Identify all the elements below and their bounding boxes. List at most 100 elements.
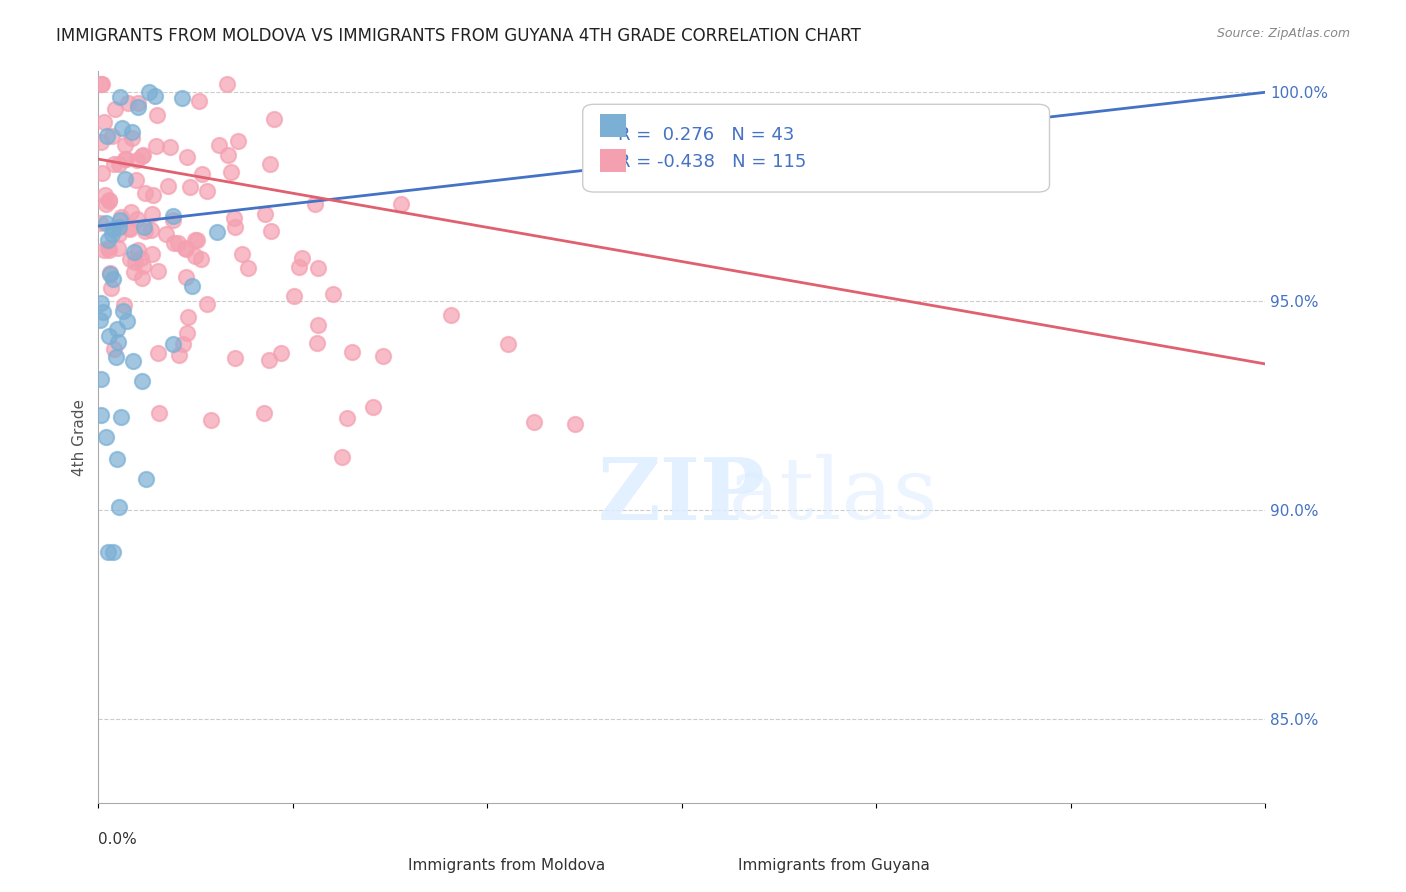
Point — [115, 314, 138, 328]
Text: R = -0.438   N = 115: R = -0.438 N = 115 — [617, 153, 806, 171]
Point — [111, 121, 134, 136]
Text: ZIP: ZIP — [598, 454, 766, 538]
Point — [307, 318, 329, 332]
Point — [236, 260, 259, 275]
Point — [98, 193, 121, 207]
Point — [110, 410, 132, 425]
Point — [101, 545, 124, 559]
FancyBboxPatch shape — [373, 836, 402, 858]
Point — [184, 233, 207, 247]
Point — [94, 197, 117, 211]
Point — [118, 252, 141, 266]
Point — [94, 430, 117, 444]
Point — [90, 77, 112, 91]
Point — [231, 247, 253, 261]
Point — [322, 287, 344, 301]
Point — [118, 222, 141, 236]
Point — [107, 220, 129, 235]
Point — [125, 212, 148, 227]
Point — [121, 125, 143, 139]
Point — [141, 207, 163, 221]
Point — [143, 89, 166, 103]
Point — [101, 128, 124, 143]
Point — [127, 99, 149, 113]
Point — [107, 335, 129, 350]
Point — [90, 135, 112, 149]
Point — [188, 94, 211, 108]
Point — [167, 348, 190, 362]
Point — [138, 85, 160, 99]
Point — [263, 112, 285, 127]
Point — [97, 194, 120, 208]
Point — [162, 209, 184, 223]
Point — [91, 305, 114, 319]
Text: R =  0.276   N = 43: R = 0.276 N = 43 — [617, 126, 794, 145]
Point — [132, 148, 155, 162]
Point — [179, 179, 201, 194]
Point — [98, 267, 121, 281]
Point — [163, 236, 186, 251]
Point — [96, 128, 118, 143]
Point — [93, 115, 115, 129]
Point — [208, 138, 231, 153]
Point — [131, 149, 153, 163]
Point — [304, 196, 326, 211]
Point — [157, 178, 180, 193]
Point — [180, 279, 202, 293]
Point — [305, 336, 328, 351]
Point — [97, 241, 120, 255]
Point — [253, 207, 276, 221]
Point — [332, 450, 354, 464]
Point — [141, 247, 163, 261]
Point — [108, 213, 131, 227]
Point — [90, 77, 112, 91]
Point — [142, 188, 165, 202]
Text: IMMIGRANTS FROM MOLDOVA VS IMMIGRANTS FROM GUYANA 4TH GRADE CORRELATION CHART: IMMIGRANTS FROM MOLDOVA VS IMMIGRANTS FR… — [56, 27, 860, 45]
Point — [98, 328, 121, 343]
Point — [121, 353, 143, 368]
Point — [89, 215, 111, 229]
FancyBboxPatch shape — [688, 836, 717, 858]
Point — [103, 157, 125, 171]
Point — [195, 184, 218, 198]
Point — [342, 344, 364, 359]
Point — [107, 157, 129, 171]
Point — [89, 313, 111, 327]
Point — [122, 265, 145, 279]
Point — [108, 227, 131, 242]
Point — [288, 260, 311, 274]
Y-axis label: 4th Grade: 4th Grade — [72, 399, 87, 475]
Point — [122, 244, 145, 259]
Point — [125, 153, 148, 168]
Text: Source: ZipAtlas.com: Source: ZipAtlas.com — [1216, 27, 1350, 40]
Point — [139, 222, 162, 236]
Point — [90, 408, 112, 422]
Point — [110, 211, 132, 225]
Point — [104, 103, 127, 117]
Point — [120, 205, 142, 219]
Point — [132, 260, 155, 274]
Point — [186, 233, 208, 247]
Point — [129, 252, 152, 266]
Point — [103, 343, 125, 357]
Point — [371, 349, 394, 363]
Point — [155, 227, 177, 242]
Point — [564, 417, 586, 432]
Point — [166, 235, 188, 250]
Point — [270, 345, 292, 359]
Point — [162, 213, 184, 227]
Point — [226, 134, 249, 148]
Point — [523, 416, 546, 430]
Text: Immigrants from Moldova: Immigrants from Moldova — [408, 858, 606, 872]
Point — [146, 264, 169, 278]
Point — [205, 225, 228, 239]
Point — [94, 216, 117, 230]
Point — [135, 472, 157, 486]
Point — [172, 336, 194, 351]
Point — [103, 272, 125, 286]
Point — [115, 152, 138, 166]
Point — [127, 95, 149, 110]
Point — [114, 153, 136, 167]
Point — [200, 413, 222, 427]
Point — [336, 410, 359, 425]
